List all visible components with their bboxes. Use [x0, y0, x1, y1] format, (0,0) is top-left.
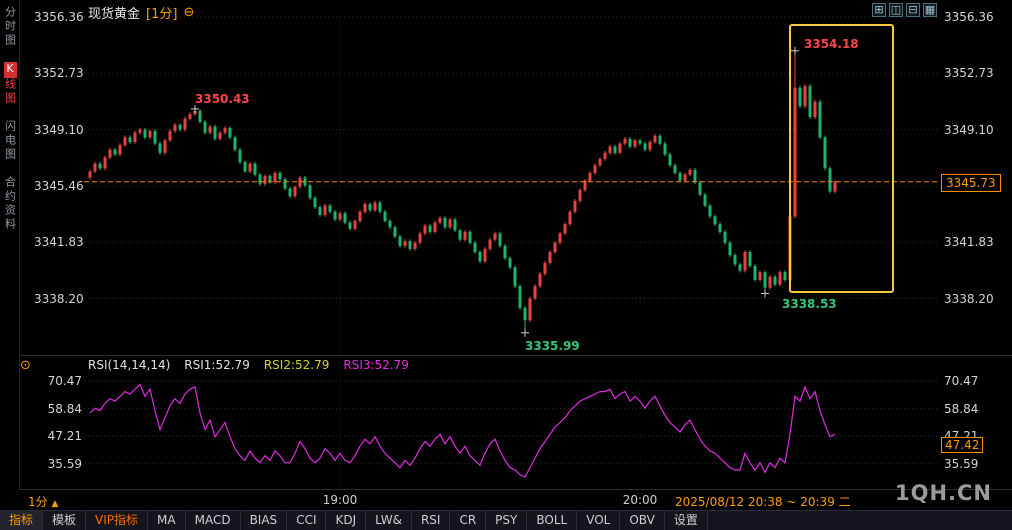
toolbar-tab-OBV[interactable]: OBV — [620, 511, 665, 530]
toolbar-tab-KDJ[interactable]: KDJ — [326, 511, 367, 530]
panel-divider — [20, 355, 1012, 356]
price-axis-label: 3352.73 — [944, 66, 994, 81]
quad-layout-icon[interactable]: ⊞ — [872, 3, 886, 17]
price-axis-label: 3356.36 — [34, 10, 84, 24]
rsi-axis-label: 58.84 — [47, 401, 82, 416]
watermark: 1QH.CN — [895, 481, 993, 505]
price-annotation: 3338.53 — [782, 297, 837, 312]
price-axis-label: 3345.46 — [34, 178, 84, 193]
current-price-badge: 3345.73 — [941, 174, 1001, 192]
price-axis-label: 3341.83 — [944, 235, 994, 250]
rsi-axis-label: 70.47 — [47, 374, 82, 388]
toolbar-tab-模板[interactable]: 模板 — [43, 511, 87, 530]
sidebar-item-contract-info[interactable]: 合约资料 — [3, 176, 17, 232]
interval-text: 1分 — [28, 495, 48, 509]
rsi1-value: RSI1:52.79 — [184, 358, 250, 372]
collapse-icon[interactable]: ⊖ — [183, 5, 195, 20]
rsi-current-badge: 47.42 — [941, 437, 984, 453]
bottom-toolbar: 指标 模板 VIP指标 MA MACD BIAS CCI KDJ LW& RSI CR PSY BOLL… — [0, 510, 1012, 530]
price-axis-label: 3338.20 — [944, 291, 994, 306]
rsi-axis-label: 35.59 — [944, 456, 979, 471]
interval-selector[interactable]: 1分 ▲ — [28, 493, 58, 510]
sidebar-item-label: 线图 — [3, 78, 17, 106]
rsi-params: RSI(14,14,14) — [88, 358, 171, 372]
symbol-title: 现货黄金 — [88, 7, 141, 22]
toolbar-tab-MACD[interactable]: MACD — [186, 511, 241, 530]
rsi3-value: RSI3:52.79 — [343, 358, 409, 372]
price-axis-label: 3349.10 — [944, 122, 994, 137]
toolbar-tab-设置[interactable]: 设置 — [665, 511, 708, 530]
toolbar-tab-指标[interactable]: 指标 — [0, 511, 44, 530]
toolbar-tab-LW&[interactable]: LW& — [366, 511, 412, 530]
toolbar-tab-CCI[interactable]: CCI — [287, 511, 327, 530]
grid-layout-icon[interactable]: ▦ — [923, 3, 937, 17]
toolbar-tab-PSY[interactable]: PSY — [486, 511, 528, 530]
rsi-axis-label: 35.59 — [47, 456, 82, 471]
time-axis-label: 20:00 — [622, 493, 658, 507]
toolbar-tab-RSI[interactable]: RSI — [412, 511, 451, 530]
rsi-axis-label: 70.47 — [944, 374, 979, 388]
rsi-axis-label: 47.21 — [47, 429, 82, 444]
price-axis-label: 3349.10 — [34, 122, 84, 137]
toolbar-tab-VOL[interactable]: VOL — [577, 511, 621, 530]
price-annotation: 3354.18 — [804, 36, 859, 51]
interval-badge[interactable]: [1分] — [146, 7, 178, 22]
rsi-axis-label: 58.84 — [944, 401, 979, 416]
rsi2-value: RSI2:52.79 — [263, 358, 330, 372]
chart-header: 现货黄金 [1分] ⊖ — [88, 3, 194, 22]
horizontal-split-layout-icon[interactable]: ⊟ — [906, 3, 920, 17]
toolbar-tab-BOLL[interactable]: BOLL — [527, 511, 578, 530]
vertical-split-layout-icon[interactable]: ◫ — [889, 3, 903, 17]
price-axis-label: 3356.36 — [944, 10, 994, 24]
price-axis-label: 3352.73 — [34, 66, 84, 81]
time-axis-label: 19:00 — [322, 493, 358, 507]
session-range-label: 2025/08/12 20:38 ~ 20:39 二 — [675, 495, 851, 509]
rsi-header: RSI(14,14,14) RSI1:52.79 RSI2:52.79 RSI3… — [88, 358, 409, 372]
toolbar-tab-VIP指标[interactable]: VIP指标 — [86, 511, 149, 530]
panel-divider — [20, 489, 1012, 490]
toolbar-tab-CR[interactable]: CR — [450, 511, 487, 530]
up-arrow-icon: ▲ — [51, 499, 59, 509]
left-sidebar: 分时图 K线图闪电图合约资料 — [0, 0, 20, 510]
sidebar-item-flash-chart[interactable]: 闪电图 — [3, 120, 17, 162]
price-annotation: 3335.99 — [525, 338, 580, 353]
toolbar-tab-BIAS[interactable]: BIAS — [241, 511, 288, 530]
price-axis-label: 3338.20 — [34, 291, 84, 306]
price-axis-label: 3341.83 — [34, 235, 84, 250]
rsi-panel-icon[interactable]: ⊙ — [20, 358, 31, 373]
toolbar-tab-MA[interactable]: MA — [148, 511, 186, 530]
sidebar-item-kline-chart[interactable]: K线图 — [2, 62, 18, 106]
sidebar-item-time-chart[interactable]: 分时图 — [3, 6, 17, 48]
layout-icon-group: ⊞ ◫ ⊟ ▦ — [872, 3, 937, 17]
price-annotation: 3350.43 — [195, 91, 250, 106]
active-tab-badge: K — [3, 62, 17, 78]
time-axis-row: 1分 ▲ 2025/08/12 20:38 ~ 20:39 二 19:00 20:… — [0, 490, 1012, 510]
